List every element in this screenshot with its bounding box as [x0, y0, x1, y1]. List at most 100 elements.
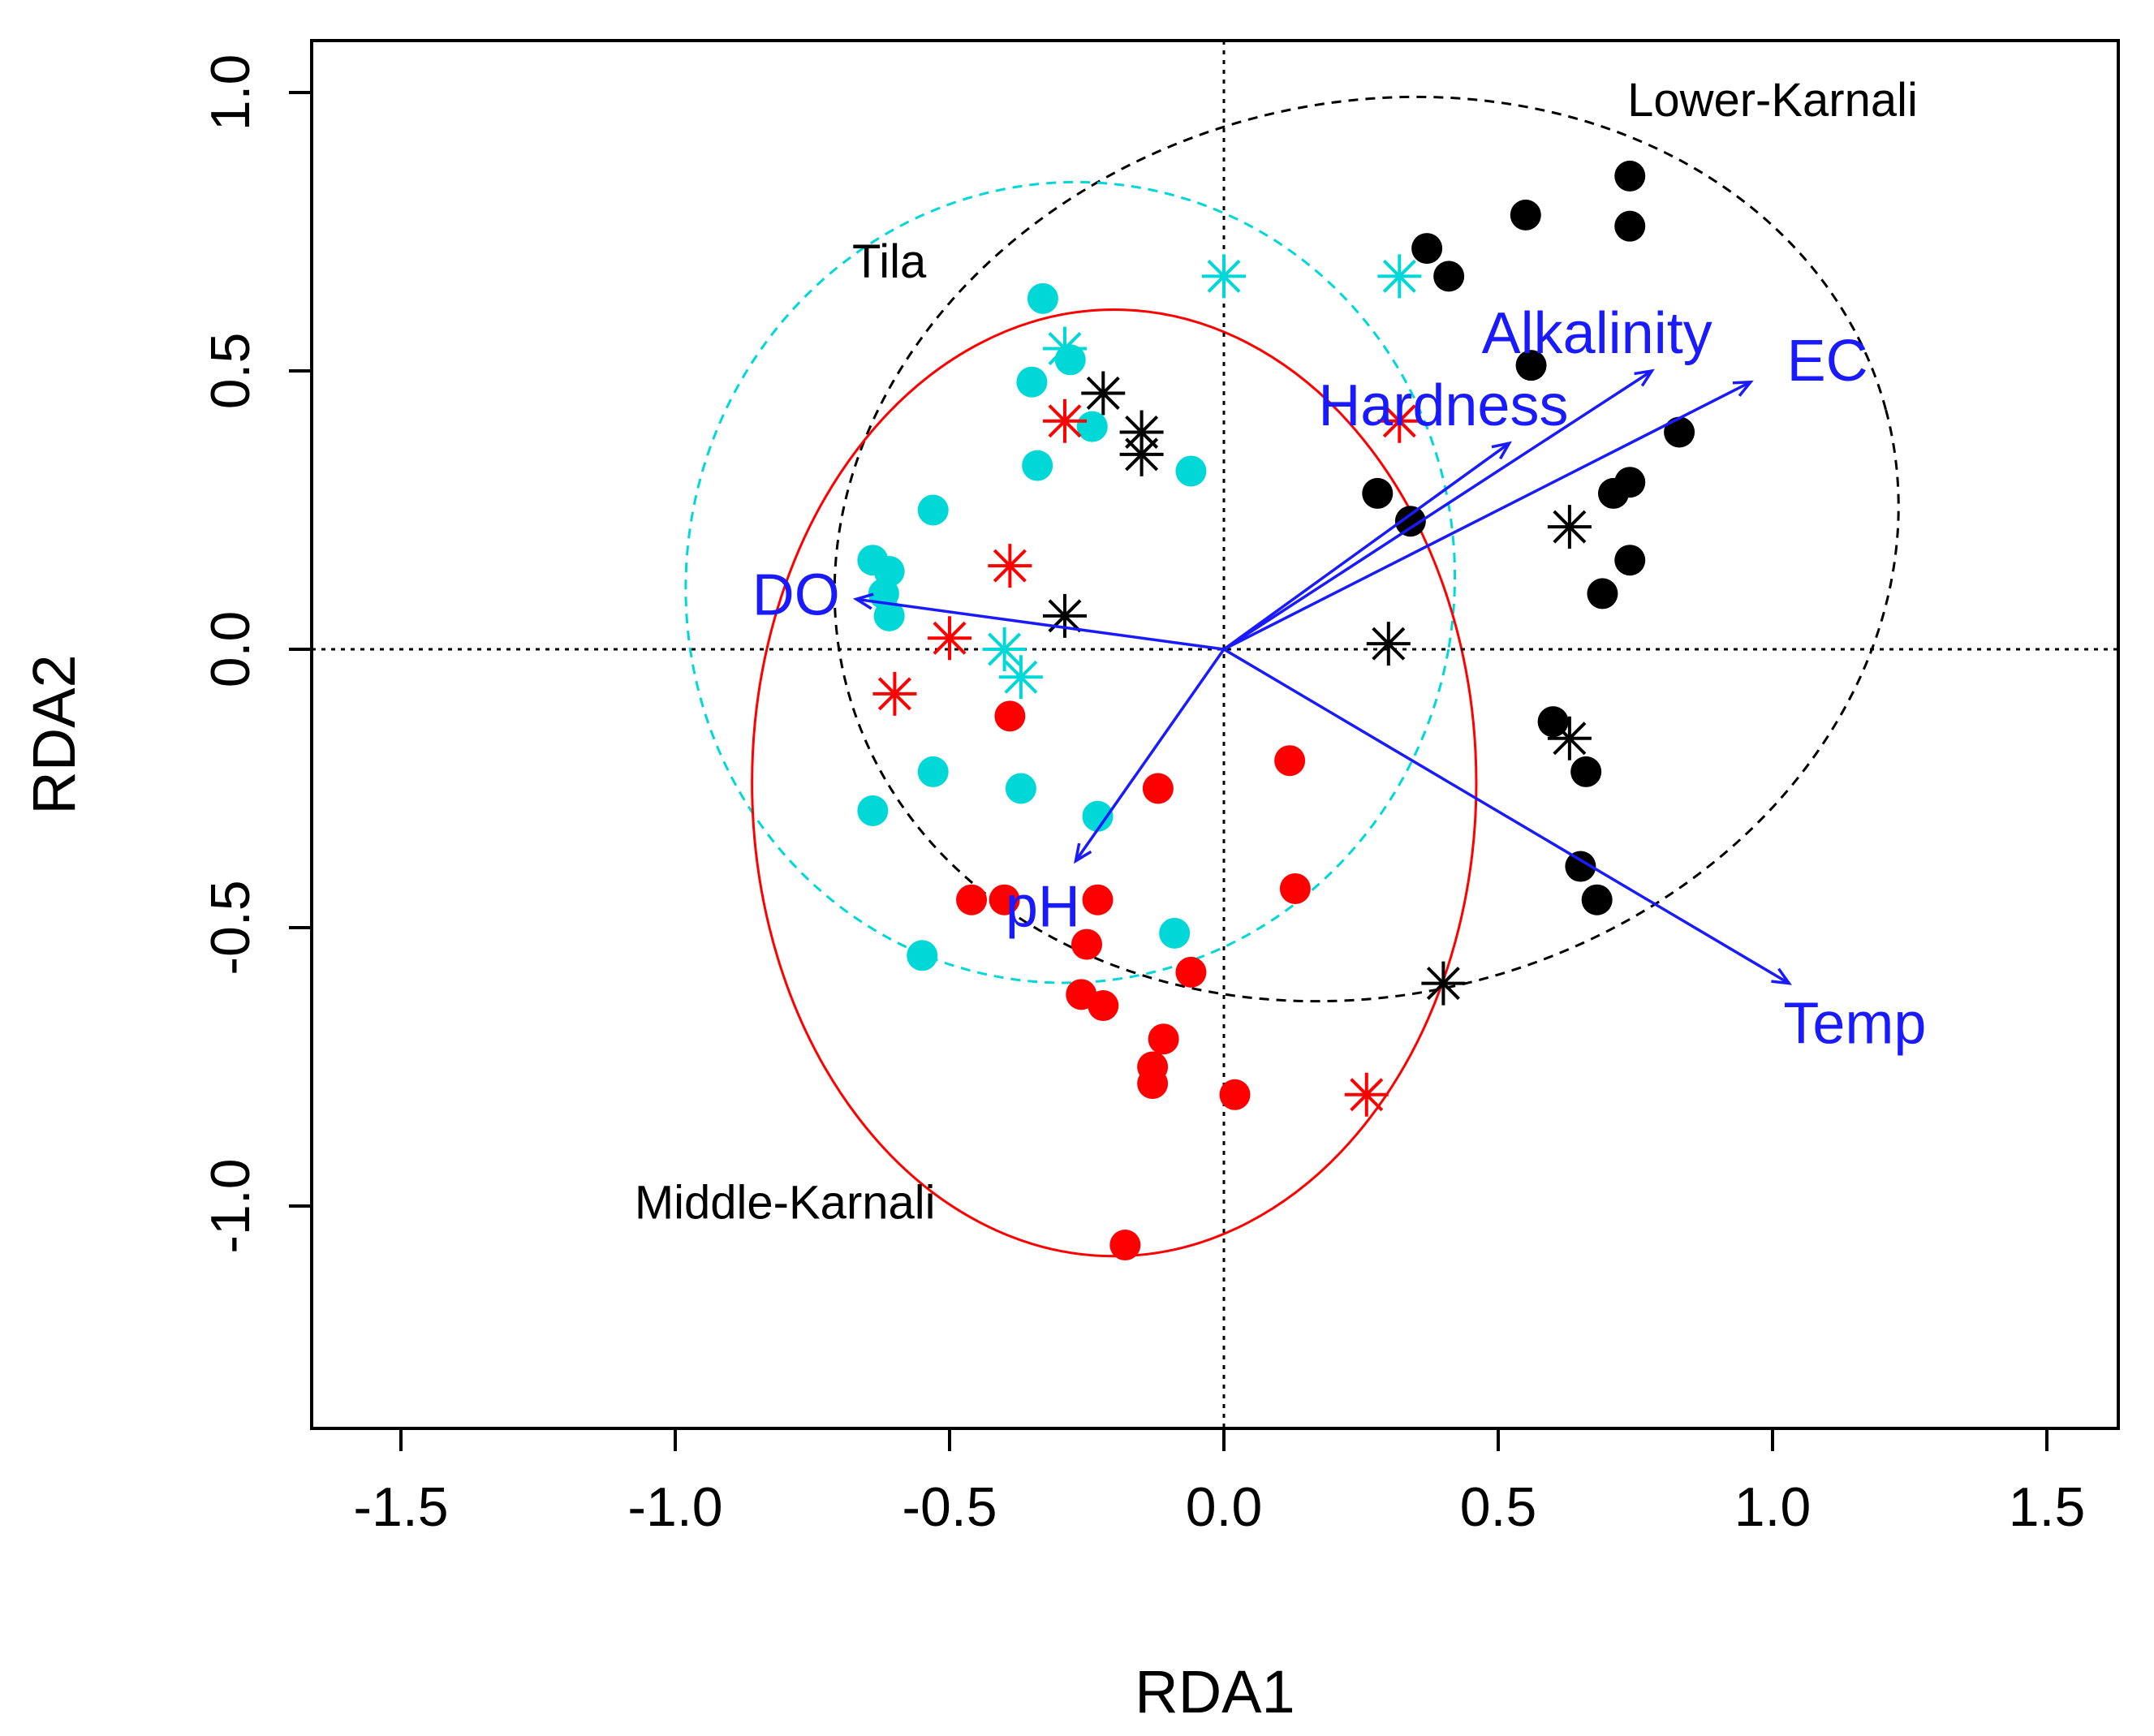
point-lower-karnali: [1614, 160, 1646, 192]
point-middle-karnali: [994, 700, 1026, 732]
point-lower-karnali: [1614, 545, 1646, 576]
point-middle-karnali: [1082, 884, 1114, 915]
point-tila: [1027, 282, 1058, 314]
star-point-lower-karnali: [1042, 593, 1087, 638]
group-labels: Lower-Karnali Tila Middle-Karnali: [635, 74, 1918, 1229]
point-lower-karnali: [1565, 851, 1596, 882]
y-axis-title: RDA2: [20, 654, 88, 814]
point-middle-karnali: [989, 884, 1020, 915]
x-tick-label: 0.5: [1460, 1476, 1537, 1538]
group-label-lower-karnali: Lower-Karnali: [1627, 74, 1918, 127]
point-lower-karnali: [1510, 199, 1541, 230]
group-ellipses: [684, 95, 1900, 1258]
vector-label-temp: Temp: [1783, 991, 1926, 1056]
x-tick-label: 1.5: [2009, 1476, 2086, 1538]
star-point-lower-karnali: [1547, 716, 1592, 760]
vector-do: [855, 597, 1225, 651]
point-tila: [917, 756, 949, 787]
point-lower-karnali: [1433, 261, 1465, 292]
point-middle-karnali: [1071, 928, 1102, 960]
x-tick-label: -1.5: [353, 1476, 448, 1538]
vector-label-ec: EC: [1787, 329, 1868, 394]
group-label-tila: Tila: [852, 235, 927, 288]
point-lower-karnali: [1362, 477, 1394, 509]
star-point-middle-karnali: [1377, 398, 1422, 443]
star-point-middle-karnali: [928, 616, 971, 661]
x-axis-title: RDA1: [1135, 1658, 1295, 1725]
y-tick-label: 0.5: [200, 333, 261, 410]
x-tick-label: 1.0: [1734, 1476, 1812, 1538]
vector-arrowhead-hardness: [1491, 441, 1512, 460]
vector-alkalinity: [1223, 369, 1653, 651]
ellipse-middle-karnali: [751, 308, 1478, 1258]
point-tila: [1016, 366, 1048, 398]
point-middle-karnali: [956, 884, 988, 915]
y-tick-label: 1.0: [200, 54, 261, 131]
point-middle-karnali: [1219, 1079, 1251, 1110]
environment-vectors: Alkalinity EC Hardness DO pH Temp: [752, 301, 1927, 1057]
point-lower-karnali: [1515, 350, 1547, 381]
point-tila: [857, 795, 889, 826]
star-point-tila: [1202, 254, 1246, 299]
point-middle-karnali: [1109, 1230, 1141, 1261]
point-tila: [1005, 773, 1036, 804]
ellipse-tila: [684, 180, 1457, 984]
point-middle-karnali: [1274, 745, 1306, 777]
ellipse-lower-karnali: [833, 95, 1900, 1003]
point-lower-karnali: [1570, 756, 1602, 787]
point-middle-karnali: [1148, 1023, 1179, 1055]
vector-hardness: [1222, 442, 1510, 651]
point-tila: [917, 494, 949, 526]
vector-arrowhead-ph: [1074, 842, 1092, 864]
y-axis: -1.0 -0.5 0.0 0.5 1.0: [200, 54, 313, 1254]
y-tick-label: -0.5: [200, 880, 261, 975]
star-point-tila: [1377, 254, 1422, 299]
point-tila: [1076, 411, 1108, 442]
point-middle-karnali: [1137, 1068, 1169, 1100]
point-lower-karnali: [1581, 884, 1613, 915]
point-tila: [1022, 450, 1053, 481]
x-axis: -1.5 -1.0 -0.5 0.0 0.5 1.0 1.5: [353, 1427, 2086, 1538]
vector-ph: [1075, 648, 1226, 862]
point-tila: [1159, 917, 1191, 949]
point-lower-karnali: [1587, 578, 1618, 610]
point-tila: [907, 940, 938, 971]
vector-arrowhead-alkalinity: [1634, 368, 1655, 387]
star-point-lower-karnali: [1119, 432, 1164, 476]
star-point-lower-karnali: [1119, 410, 1164, 454]
vector-arrowhead-temp: [1771, 967, 1792, 985]
vector-arrowhead-ec: [1732, 380, 1754, 397]
point-lower-karnali: [1394, 506, 1426, 537]
point-tila: [873, 600, 905, 631]
sample-points: [857, 160, 1695, 1261]
star-point-tila: [1042, 326, 1087, 371]
reference-lines: [312, 41, 2118, 1428]
vector-label-do: DO: [752, 562, 840, 627]
star-point-tila: [998, 655, 1043, 700]
point-tila: [1082, 800, 1114, 832]
y-tick-label: -1.0: [200, 1158, 261, 1253]
star-point-middle-karnali: [1042, 398, 1087, 443]
point-lower-karnali: [1614, 210, 1646, 242]
group-label-middle-karnali: Middle-Karnali: [635, 1176, 936, 1229]
x-tick-label: 0.0: [1186, 1476, 1263, 1538]
star-point-tila: [982, 627, 1027, 671]
star-point-lower-karnali: [1547, 505, 1592, 549]
y-tick-label: 0.0: [200, 611, 261, 688]
star-point-lower-karnali: [1366, 622, 1411, 666]
point-middle-karnali: [1175, 956, 1207, 988]
point-lower-karnali: [1597, 477, 1629, 509]
star-point-lower-karnali: [1421, 961, 1466, 1006]
point-middle-karnali: [1142, 773, 1174, 804]
vector-temp: [1223, 648, 1790, 985]
star-point-middle-karnali: [1344, 1072, 1389, 1117]
point-tila: [1175, 455, 1207, 487]
vector-label-alkalinity: Alkalinity: [1482, 301, 1712, 366]
star-point-lower-karnali: [1081, 371, 1126, 416]
x-tick-label: -0.5: [902, 1476, 997, 1538]
point-lower-karnali: [1411, 233, 1443, 265]
star-point-middle-karnali: [872, 671, 917, 716]
vector-label-ph: pH: [1006, 874, 1080, 939]
point-lower-karnali: [1664, 416, 1695, 448]
